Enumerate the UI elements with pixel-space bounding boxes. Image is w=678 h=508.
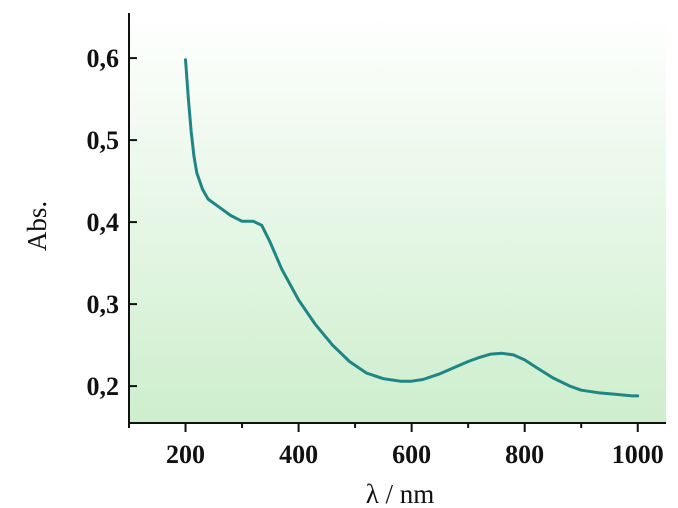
plot-area-background	[129, 13, 666, 423]
y-tick-label: 0,6	[87, 44, 120, 73]
x-axis-title: λ / nm	[366, 479, 435, 508]
x-tick-label: 400	[279, 440, 318, 469]
x-tick-label: 600	[392, 440, 431, 469]
y-tick-label: 0,3	[87, 290, 120, 319]
y-tick-label: 0,2	[87, 372, 120, 401]
y-axis-title: Abs.	[22, 201, 52, 251]
y-axis-ticks: 0,2 0,3 0,4 0,5 0,6	[87, 44, 137, 401]
x-tick-label: 200	[166, 440, 205, 469]
x-tick-label: 800	[505, 440, 544, 469]
y-tick-label: 0,4	[87, 208, 120, 237]
y-tick-label: 0,5	[87, 126, 120, 155]
absorbance-series-line	[184, 58, 640, 398]
x-tick-label: 1000	[612, 440, 664, 469]
x-axis-ticks: 200 400 600 800 1000	[128, 423, 664, 469]
